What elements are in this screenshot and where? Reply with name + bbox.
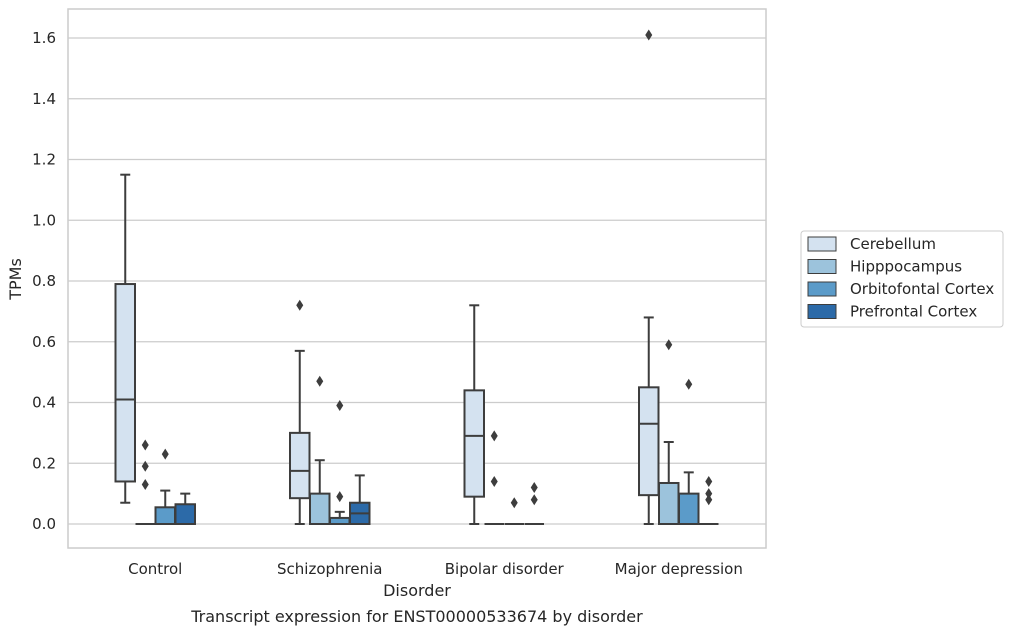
legend: Cerebellum Hipppocampus Orbitofontal Corte… [800,230,1004,328]
x-axis-label: Disorder [383,581,451,600]
y-tick-label: 0.2 [32,454,56,472]
x-tick-labels: Control Schizophrenia Bipolar disorder Majo… [128,560,743,578]
outlier-point [316,375,324,387]
box [289,431,311,500]
box [658,481,680,525]
x-tick-label: Schizophrenia [277,560,382,578]
outlier-point [336,400,344,412]
legend-swatch [807,281,837,297]
plot-frame [67,8,767,549]
y-tick-label: 0.6 [32,333,56,351]
outlier-point [490,475,498,487]
chart-caption: Transcript expression for ENST0000053367… [190,607,643,626]
outlier-point [296,299,304,311]
legend-frame [800,230,1004,328]
y-tick-label: 0.0 [32,515,56,533]
y-tick-label: 0.4 [32,394,56,412]
outlier-point [530,482,538,494]
outlier-point [141,479,149,491]
outlier-point [161,448,169,460]
outlier-point [705,475,713,487]
y-tick-label: 1.2 [32,151,56,169]
outlier-point [510,497,518,509]
gridlines [68,37,766,525]
outlier-point [336,491,344,503]
y-tick-labels: 0.0 0.2 0.4 0.6 0.8 1.0 1.2 1.4 1.6 [32,29,56,533]
plot-area [68,9,766,548]
x-tick-label: Bipolar disorder [445,560,565,578]
outlier-point [530,494,538,506]
boxes-layer [114,29,719,526]
outlier-point [705,494,713,506]
legend-label: Orbitofontal Cortex [850,280,994,298]
y-tick-label: 1.0 [32,211,56,229]
box [309,492,331,525]
box [463,389,485,498]
box [154,506,176,526]
legend-label: Hipppocampus [850,258,962,276]
outlier-point [665,339,673,351]
x-tick-label: Major depression [615,560,743,578]
outlier-point [141,439,149,451]
box [174,503,196,526]
legend-label: Prefrontal Cortex [850,303,977,321]
legend-swatch [807,304,837,319]
y-tick-label: 1.6 [32,29,56,47]
legend-label: Cerebellum [850,235,936,253]
box [114,283,136,483]
y-tick-label: 1.4 [32,90,56,108]
y-tick-label: 0.8 [32,272,56,290]
outlier-point [141,460,149,472]
outlier-point [645,29,653,41]
outlier-point [490,430,498,442]
outlier-point [685,378,693,390]
box [638,386,660,497]
box [678,492,700,525]
x-tick-label: Control [128,560,182,578]
legend-swatch [807,236,837,252]
legend-swatch [807,259,837,274]
outlier-point [705,488,713,500]
y-axis-label: TPMs [6,258,25,301]
